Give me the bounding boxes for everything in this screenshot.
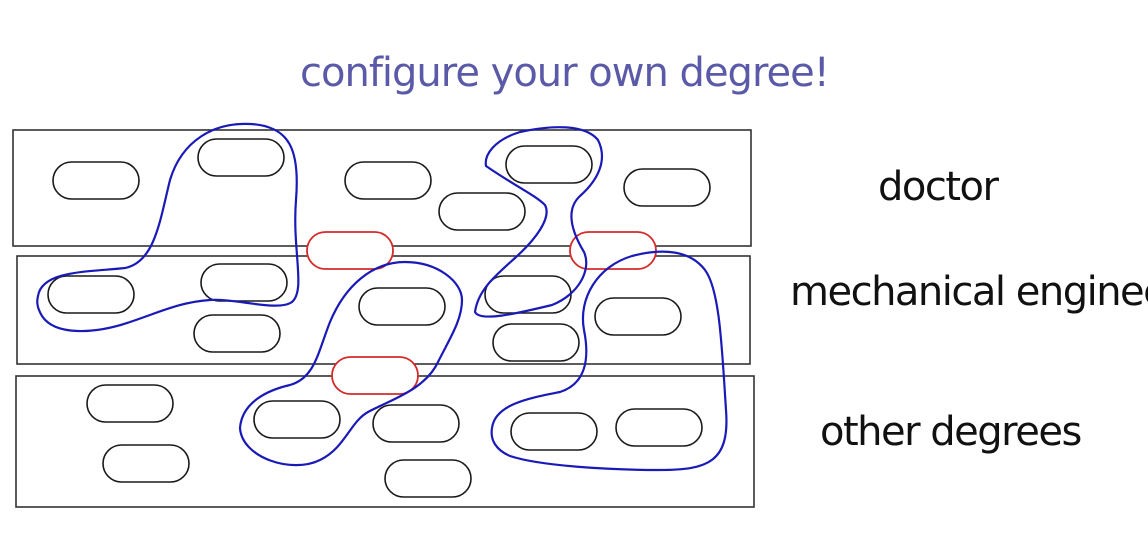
course-pill <box>52 161 140 200</box>
diagram-title: configure your own degree! <box>300 50 829 96</box>
course-pill <box>86 384 174 423</box>
course-pill <box>594 297 682 336</box>
row-label-doctor: doctor <box>878 164 1000 210</box>
row-label-other-degrees: other degrees <box>820 409 1081 455</box>
degree-path-left <box>36 122 300 333</box>
course-pill <box>438 192 526 231</box>
course-pill <box>384 459 472 498</box>
course-pill <box>492 323 580 362</box>
course-pill <box>615 408 703 447</box>
degree-path-middle <box>473 126 603 318</box>
course-pill <box>344 161 432 200</box>
course-pill <box>102 444 190 483</box>
course-pill <box>47 275 135 314</box>
shared-course-pill <box>306 231 394 270</box>
course-pill <box>358 287 446 326</box>
shared-course-pill <box>331 356 419 395</box>
course-pill <box>623 168 711 207</box>
course-pill <box>193 314 281 353</box>
course-pill <box>253 400 341 439</box>
course-pill <box>200 263 288 302</box>
course-pill <box>484 275 572 314</box>
course-pill <box>372 404 460 443</box>
shared-course-pill <box>569 231 657 270</box>
course-pill <box>505 145 593 184</box>
degree-path-right <box>490 250 728 472</box>
degree-path-lower <box>238 260 464 467</box>
course-pill <box>510 412 598 451</box>
course-pill <box>197 138 285 177</box>
row-label-mechanical-engineer: mechanical engineer <box>790 269 1148 315</box>
